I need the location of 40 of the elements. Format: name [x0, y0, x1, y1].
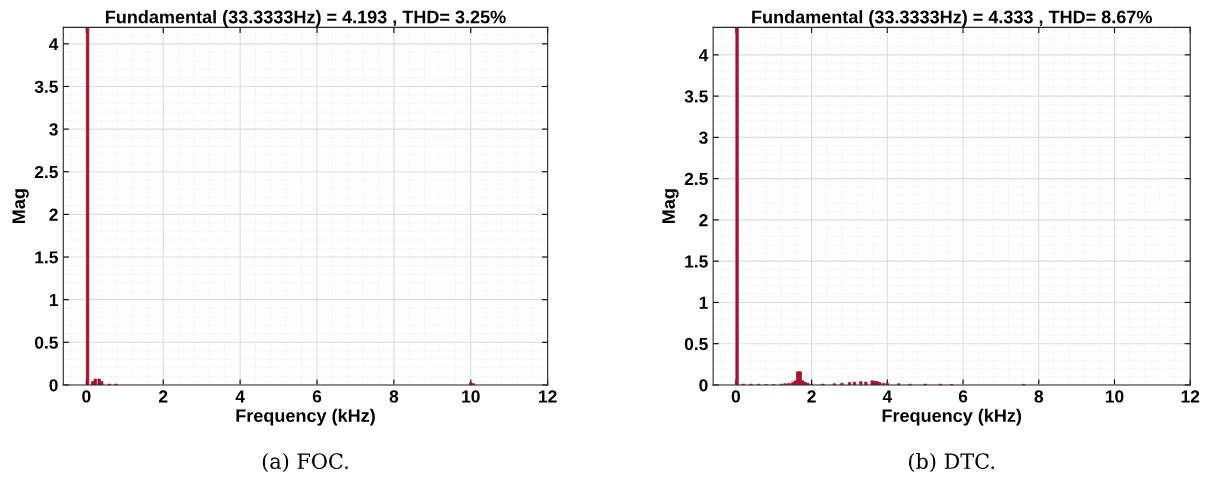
- y-tick-label: 3.5: [684, 90, 708, 103]
- x-tick-label: 0: [731, 390, 740, 403]
- y-axis-title: Mag: [662, 189, 679, 224]
- chart-title: Fundamental (33.3333Hz) = 4.333 , THD= 8.67%: [752, 10, 1152, 27]
- x-tick-label: 0: [82, 390, 91, 403]
- y-tick-label: 4: [49, 38, 59, 51]
- y-tick-label: 3.5: [34, 80, 58, 93]
- text: (b) DTC.: [909, 452, 995, 472]
- y-tick-label: 0: [49, 379, 58, 392]
- y-tick-label: 3: [49, 123, 58, 136]
- y-tick-label: 0.5: [684, 337, 708, 351]
- x-tick-label: 10: [1105, 390, 1124, 403]
- x-tick-label: 2: [807, 390, 816, 403]
- y-tick-label: 0.5: [34, 336, 58, 349]
- y-tick-label: 2.5: [34, 165, 58, 179]
- x-axis-title: Frequency (kHz): [882, 408, 1022, 426]
- x-tick-label: 10: [462, 390, 480, 403]
- y-tick-label: 3: [699, 131, 708, 144]
- y-tick-label: 1: [699, 296, 708, 309]
- x-tick-label: 6: [958, 390, 968, 403]
- x-tick-label: 12: [1181, 390, 1200, 403]
- y-tick-label: 2: [699, 214, 708, 227]
- y-tick-label: 0: [699, 379, 708, 392]
- x-tick-label: 12: [539, 390, 557, 403]
- text: (a) FOC.: [262, 452, 348, 472]
- x-axis-title: Frequency (kHz): [236, 408, 375, 426]
- y-tick-label: 1.5: [685, 255, 708, 268]
- chart-title: Fundamental (33.3333Hz) = 4.193 , THD= 3.25%: [105, 10, 506, 27]
- x-tick-label: 4: [235, 390, 245, 403]
- x-tick-label: 2: [159, 390, 168, 403]
- y-tick-label: 1: [49, 294, 58, 306]
- x-tick-label: 8: [389, 390, 399, 403]
- y-tick-label: 2.5: [684, 172, 708, 186]
- y-axis-title: Mag: [12, 189, 29, 224]
- y-tick-label: 4: [698, 49, 709, 62]
- x-tick-label: 4: [882, 390, 893, 403]
- x-tick-label: 8: [1034, 390, 1044, 403]
- y-tick-label: 1.5: [35, 251, 58, 264]
- x-tick-label: 6: [312, 390, 322, 403]
- y-tick-label: 2: [49, 208, 58, 221]
